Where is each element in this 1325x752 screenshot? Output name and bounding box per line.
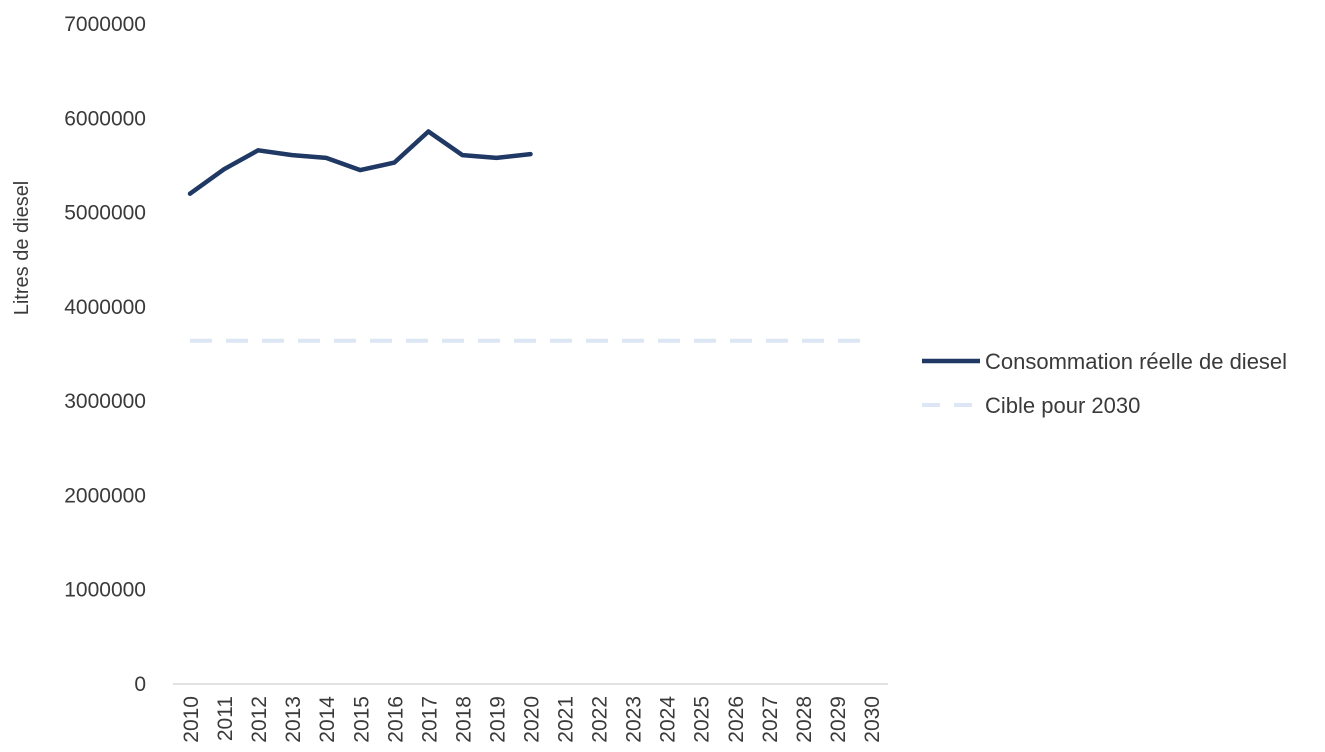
x-tick-label: 2029: [827, 696, 850, 743]
y-tick-label: 6000000: [64, 107, 146, 130]
x-tick-label: 2027: [759, 696, 782, 743]
x-axis-ticks: 2010 2011 2012 2013 2014 2015 2016 2017 2018 2019…: [180, 696, 884, 743]
x-tick-label: 2022: [589, 696, 612, 743]
x-tick-label: 2013: [282, 696, 305, 743]
series-layer: [187, 129, 871, 343]
x-tick-label: 2025: [691, 696, 714, 743]
x-tick-label: 2021: [555, 696, 578, 743]
legend-label: Cible pour 2030: [985, 393, 1140, 418]
x-tick-label: 2017: [418, 696, 441, 743]
x-tick-label: 2012: [248, 696, 271, 743]
legend: Consommation réelle de diesel Cible pour …: [922, 349, 1287, 418]
legend-label: Consommation réelle de diesel: [985, 349, 1287, 374]
y-tick-label: 1000000: [64, 579, 146, 602]
y-tick-label: 3000000: [64, 390, 146, 413]
x-tick-label: 2014: [316, 696, 339, 743]
x-tick-label: 2030: [861, 696, 884, 743]
x-tick-label: 2023: [623, 696, 646, 743]
x-tick-label: 2011: [214, 696, 237, 741]
y-tick-label: 4000000: [64, 296, 146, 319]
x-tick-label: 2026: [725, 696, 748, 743]
y-axis-ticks: 0 1000000 2000000 3000000 4000000 5000000 6000…: [64, 13, 146, 696]
x-tick-label: 2028: [793, 696, 816, 743]
x-tick-label: 2015: [350, 696, 373, 743]
y-tick-label: 2000000: [64, 484, 146, 507]
x-tick-label: 2024: [657, 696, 680, 743]
x-tick-label: 2016: [384, 696, 407, 743]
y-tick-label: 0: [134, 673, 146, 696]
y-tick-label: 7000000: [64, 13, 146, 36]
y-tick-label: 5000000: [64, 202, 146, 225]
x-tick-label: 2010: [180, 696, 203, 743]
y-axis-title: Litres de diesel: [11, 181, 33, 316]
x-tick-label: 2019: [486, 696, 509, 743]
x-tick-label: 2018: [452, 696, 475, 743]
series-line-actual: [187, 129, 533, 196]
x-tick-label: 2020: [521, 696, 544, 743]
